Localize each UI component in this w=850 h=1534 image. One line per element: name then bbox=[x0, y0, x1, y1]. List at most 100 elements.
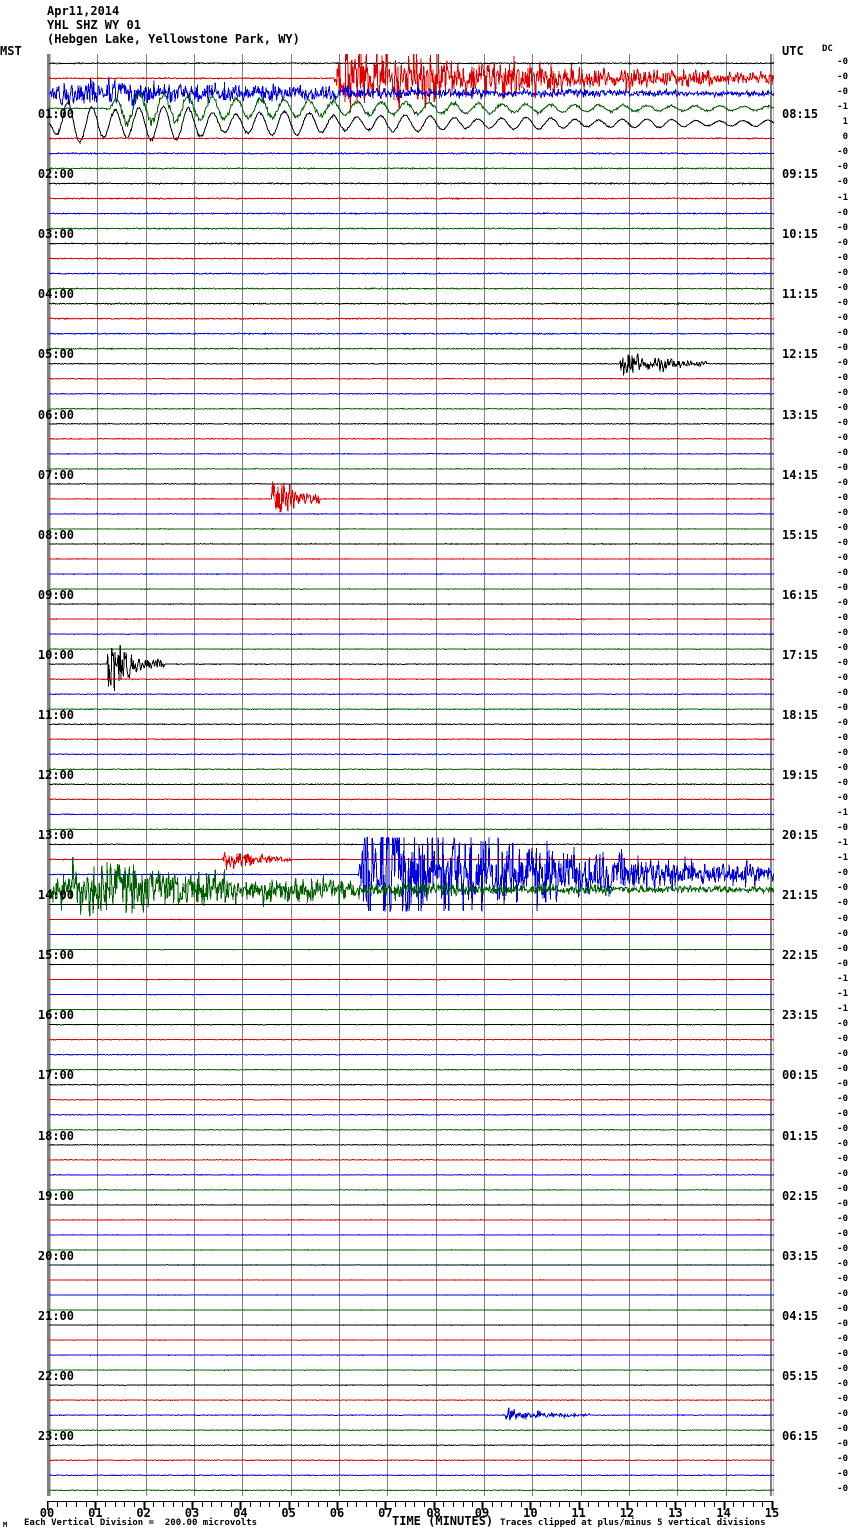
dc-offset-value: -0 bbox=[824, 778, 848, 788]
seismic-trace bbox=[49, 438, 774, 439]
dc-offset-value: -0 bbox=[824, 1259, 848, 1269]
dc-offset-value: -0 bbox=[824, 959, 848, 969]
seismic-trace bbox=[49, 1190, 774, 1191]
seismic-trace bbox=[49, 1235, 774, 1236]
mst-hour-label: 06:00 bbox=[38, 408, 74, 422]
mst-hour-label: 15:00 bbox=[38, 948, 74, 962]
x-axis-ticks bbox=[47, 1496, 773, 1506]
seismic-trace bbox=[49, 649, 774, 650]
seismic-trace bbox=[49, 1205, 774, 1206]
dc-offset-value: -0 bbox=[824, 763, 848, 773]
dc-offset-value: -0 bbox=[824, 433, 848, 443]
dc-offset-value: -0 bbox=[824, 448, 848, 458]
seismic-trace bbox=[49, 784, 774, 785]
x-axis-tick-label: 08 bbox=[426, 1506, 440, 1520]
dc-offset-value: -0 bbox=[824, 478, 848, 488]
utc-hour-label: 02:15 bbox=[782, 1189, 818, 1203]
seismic-trace bbox=[49, 1295, 774, 1296]
dc-offset-value: -0 bbox=[824, 1334, 848, 1344]
dc-offset-value: -0 bbox=[824, 1244, 848, 1254]
dc-offset-value: -0 bbox=[824, 298, 848, 308]
header-station-location: (Hebgen Lake, Yellowstone Park, WY) bbox=[47, 32, 300, 46]
seismic-trace bbox=[49, 483, 774, 484]
mst-hour-label: 11:00 bbox=[38, 708, 74, 722]
seismic-trace bbox=[49, 949, 774, 950]
seismic-trace bbox=[49, 739, 774, 740]
utc-hour-label: 21:15 bbox=[782, 888, 818, 902]
footer-corner-mark: M bbox=[3, 1521, 7, 1529]
seismic-trace bbox=[49, 1054, 774, 1055]
seismic-trace bbox=[49, 1024, 774, 1025]
utc-hour-label: 13:15 bbox=[782, 408, 818, 422]
mst-hour-label: 10:00 bbox=[38, 648, 74, 662]
seismic-trace bbox=[49, 724, 774, 725]
seismic-trace bbox=[49, 1099, 774, 1100]
dc-offset-value: -0 bbox=[824, 418, 848, 428]
helicorder-plot[interactable] bbox=[47, 54, 772, 1496]
seismic-trace bbox=[49, 1129, 774, 1130]
seismic-trace bbox=[49, 153, 774, 154]
dc-offset-value: -0 bbox=[824, 358, 848, 368]
seismic-trace bbox=[49, 589, 774, 590]
dc-offset-value: -0 bbox=[824, 538, 848, 548]
seismic-trace bbox=[49, 393, 774, 394]
dc-offset-value: -0 bbox=[824, 643, 848, 653]
dc-offset-value: -0 bbox=[824, 1169, 848, 1179]
dc-offset-value: -0 bbox=[824, 1154, 848, 1164]
seismic-trace bbox=[49, 198, 774, 199]
dc-offset-value: -0 bbox=[824, 1409, 848, 1419]
x-axis-tick-label: 10 bbox=[523, 1506, 537, 1520]
dc-offset-value: -0 bbox=[824, 1364, 848, 1374]
dc-offset-value: -0 bbox=[824, 328, 848, 338]
mst-hour-label: 12:00 bbox=[38, 768, 74, 782]
dc-offset-value: -0 bbox=[824, 1139, 848, 1149]
x-axis-tick-label: 13 bbox=[668, 1506, 682, 1520]
dc-offset-value: -0 bbox=[824, 1439, 848, 1449]
dc-offset-value: -0 bbox=[824, 1349, 848, 1359]
seismic-trace bbox=[49, 1220, 774, 1221]
mst-hour-label: 18:00 bbox=[38, 1129, 74, 1143]
mst-hour-label: 22:00 bbox=[38, 1369, 74, 1383]
utc-hour-label: 18:15 bbox=[782, 708, 818, 722]
mst-hour-label: 19:00 bbox=[38, 1189, 74, 1203]
seismic-trace bbox=[49, 468, 774, 469]
seismic-trace bbox=[49, 1400, 774, 1401]
seismic-trace bbox=[49, 559, 774, 560]
dc-offset-value: -0 bbox=[824, 57, 848, 67]
dc-column-header: DC bbox=[822, 44, 833, 54]
dc-offset-value: -0 bbox=[824, 1379, 848, 1389]
header-date: Apr11,2014 bbox=[47, 4, 119, 18]
dc-offset-value: -0 bbox=[824, 87, 848, 97]
x-axis-tick-label: 04 bbox=[233, 1506, 247, 1520]
seismic-trace bbox=[49, 1355, 774, 1356]
seismic-trace bbox=[49, 934, 774, 935]
dc-offset-value: -0 bbox=[824, 793, 848, 803]
dc-offset-value: -0 bbox=[824, 628, 848, 638]
x-axis-tick-label: 15 bbox=[765, 1506, 779, 1520]
seismic-trace bbox=[49, 1250, 774, 1251]
dc-offset-value: -0 bbox=[824, 1079, 848, 1089]
utc-hour-label: 10:15 bbox=[782, 227, 818, 241]
seismic-trace bbox=[49, 1280, 774, 1281]
dc-offset-value: -0 bbox=[824, 343, 848, 353]
mst-hour-label: 02:00 bbox=[38, 167, 74, 181]
x-axis-tick-label: 09 bbox=[475, 1506, 489, 1520]
dc-offset-value: -0 bbox=[824, 748, 848, 758]
x-axis-tick-label: 14 bbox=[716, 1506, 730, 1520]
mst-hour-label: 14:00 bbox=[38, 888, 74, 902]
seismic-trace bbox=[49, 183, 774, 185]
seismic-trace bbox=[49, 1460, 774, 1461]
header-station-code: YHL SHZ WY 01 bbox=[47, 18, 141, 32]
seismic-trace bbox=[49, 529, 774, 530]
seismic-trace bbox=[49, 799, 774, 800]
seismic-trace bbox=[49, 1084, 774, 1085]
dc-offset-value: -0 bbox=[824, 1034, 848, 1044]
seismic-trace bbox=[49, 303, 774, 304]
seismic-trace bbox=[49, 378, 774, 379]
dc-offset-value: -0 bbox=[824, 1319, 848, 1329]
dc-offset-value: -0 bbox=[824, 553, 848, 563]
mst-hour-label: 21:00 bbox=[38, 1309, 74, 1323]
dc-offset-value: -0 bbox=[824, 718, 848, 728]
utc-hour-label: 20:15 bbox=[782, 828, 818, 842]
dc-offset-value: -1 bbox=[824, 1004, 848, 1014]
